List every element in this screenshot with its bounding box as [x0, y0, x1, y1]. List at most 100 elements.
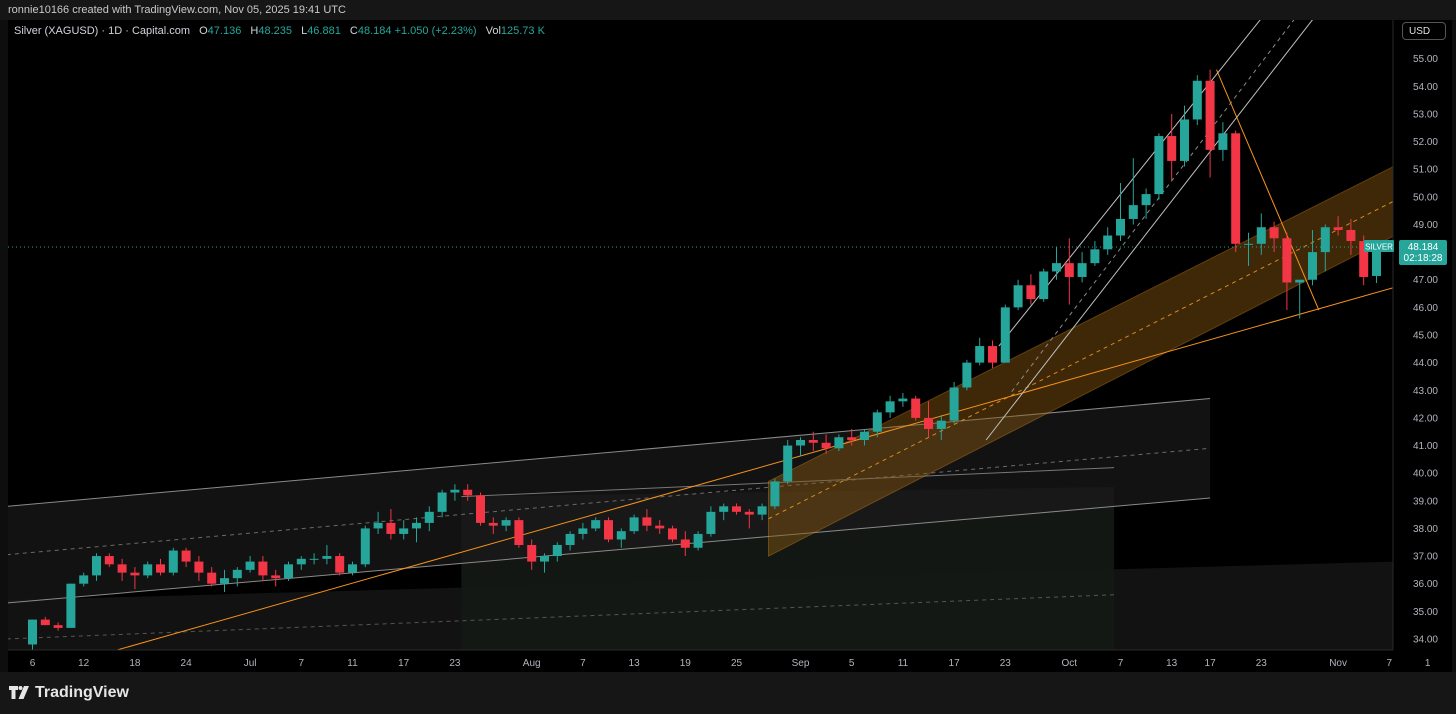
- candle-body: [1064, 263, 1074, 277]
- candle: [1167, 113, 1177, 181]
- candle: [668, 525, 677, 543]
- y-tick-label: 46.00: [1413, 303, 1438, 314]
- candle-body: [1039, 271, 1049, 300]
- price-tag-countdown: 02:18:28: [1404, 253, 1443, 264]
- candle: [348, 561, 357, 576]
- candle-body: [424, 511, 434, 523]
- candle-body: [271, 575, 281, 579]
- candle: [424, 506, 434, 532]
- y-tick-label: 40.00: [1413, 469, 1438, 480]
- y-tick-label: 43.00: [1413, 386, 1438, 397]
- x-tick-label: 5: [849, 658, 855, 669]
- x-tick-label: 7: [580, 658, 586, 669]
- candle-body: [1154, 136, 1164, 195]
- legend-volume-label: Vol: [485, 25, 501, 37]
- candle-body: [732, 506, 741, 512]
- x-tick-label: 24: [181, 658, 193, 669]
- x-tick-label: 6: [30, 658, 36, 669]
- candle-body: [373, 522, 383, 529]
- candle: [783, 440, 793, 485]
- candle: [540, 553, 549, 573]
- candle-body: [1180, 119, 1189, 161]
- candle: [834, 434, 844, 452]
- footer-bar: [0, 672, 1456, 714]
- candle-body: [181, 550, 191, 562]
- x-tick-label: Oct: [1062, 658, 1078, 669]
- candle-body: [1218, 133, 1228, 150]
- tradingview-logo[interactable]: TradingView: [9, 682, 129, 704]
- candle: [40, 616, 50, 626]
- candle: [1359, 235, 1369, 286]
- candle: [527, 539, 537, 570]
- candle-body: [501, 520, 511, 526]
- candle: [1154, 133, 1164, 200]
- candle-body: [911, 398, 921, 418]
- candle-body: [104, 556, 114, 565]
- candle: [322, 545, 332, 565]
- candle: [156, 558, 165, 576]
- candle: [284, 561, 293, 581]
- candle-body: [79, 575, 89, 584]
- candle-body: [412, 522, 421, 529]
- candle: [1026, 274, 1036, 305]
- candle: [1180, 105, 1189, 167]
- x-tick-label: Aug: [523, 658, 541, 669]
- candle: [399, 520, 409, 540]
- candle-body: [66, 583, 76, 628]
- candle-body: [1308, 252, 1317, 280]
- candle: [1256, 213, 1266, 255]
- x-tick-label: Sep: [792, 658, 810, 669]
- x-tick-label: 17: [949, 658, 961, 669]
- currency-button[interactable]: USD: [1402, 22, 1446, 40]
- candle: [898, 393, 908, 407]
- candle-body: [949, 387, 959, 421]
- candle: [450, 484, 460, 501]
- candle: [1077, 252, 1087, 283]
- candle: [1064, 238, 1074, 305]
- candle-body: [1103, 235, 1113, 250]
- candle: [143, 561, 153, 579]
- candle-body: [399, 528, 409, 534]
- chart-area[interactable]: 34.00 35.00 36.00 37.00 38.00 39.00 40.00 41.00…: [8, 20, 1452, 672]
- candle-body: [232, 569, 242, 579]
- candle: [386, 509, 396, 540]
- candle-body: [527, 545, 537, 562]
- candle-body: [629, 517, 639, 532]
- channel-fill-grey: [8, 398, 1211, 603]
- candle: [706, 506, 716, 537]
- price-tag-price: 48.184: [1408, 242, 1439, 253]
- candle: [130, 567, 140, 590]
- candle: [53, 622, 63, 631]
- candle-body: [1282, 238, 1292, 283]
- candle-body: [744, 511, 754, 515]
- y-tick-label: 38.00: [1413, 524, 1438, 535]
- candle: [565, 531, 575, 551]
- candle: [360, 525, 370, 568]
- candle-body: [1052, 263, 1061, 272]
- y-tick-label: 41.00: [1413, 441, 1438, 452]
- steep-channel-lower: [985, 20, 1313, 441]
- candle: [655, 520, 665, 534]
- channel-lower-line: [8, 497, 1211, 604]
- candle: [860, 428, 869, 446]
- candle-body: [1295, 279, 1305, 283]
- candlestick-chart[interactable]: 34.00 35.00 36.00 37.00 38.00 39.00 40.00 41.00…: [8, 20, 1452, 672]
- channel-upper-line: [8, 398, 1211, 507]
- candle: [1039, 268, 1049, 302]
- candle: [412, 517, 421, 543]
- candle-body: [962, 362, 972, 388]
- candle-body: [335, 556, 345, 573]
- candle-body: [92, 556, 101, 576]
- candle: [1103, 227, 1113, 255]
- y-tick-label: 37.00: [1413, 552, 1438, 563]
- candle: [463, 484, 473, 501]
- price-tag-symbol-bg: [1364, 240, 1394, 253]
- candle-body: [1359, 241, 1369, 277]
- x-tick-label: 25: [731, 658, 743, 669]
- candle-body: [245, 561, 255, 570]
- candle: [757, 503, 767, 521]
- candle-body: [1372, 247, 1381, 276]
- candle-body: [450, 489, 460, 493]
- legend-high-value: 48.235: [258, 25, 292, 37]
- candle: [924, 401, 933, 438]
